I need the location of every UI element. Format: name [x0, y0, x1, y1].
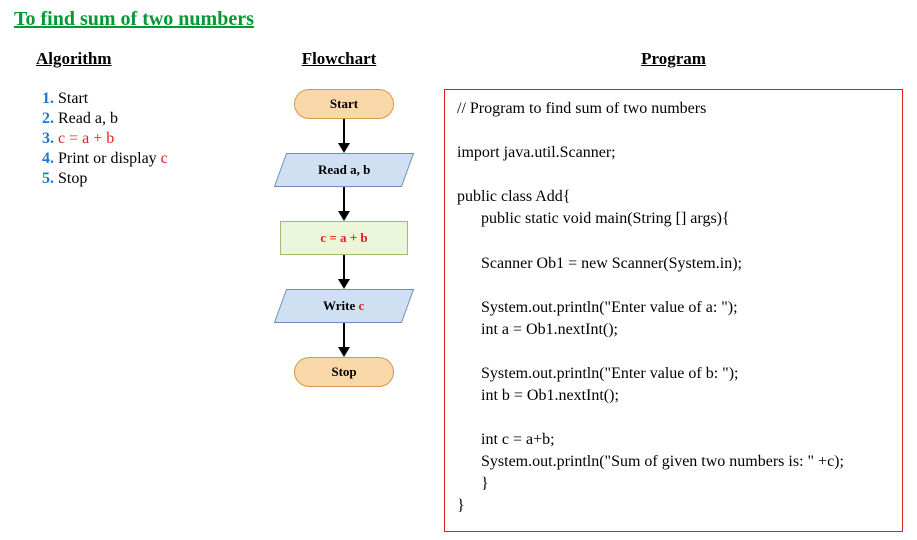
algorithm-step: Read a, b [58, 109, 244, 129]
algorithm-list: StartRead a, bc = a + bPrint or display … [14, 89, 244, 189]
program-column: Program // Program to find sum of two nu… [444, 49, 903, 532]
flowchart-heading: Flowchart [234, 49, 444, 69]
algorithm-step: Print or display c [58, 149, 244, 169]
algorithm-heading: Algorithm [36, 49, 244, 69]
flowchart-arrow [338, 119, 350, 153]
content-columns: Algorithm StartRead a, bc = a + bPrint o… [14, 49, 903, 532]
algorithm-step: c = a + b [58, 129, 244, 149]
algorithm-step: Stop [58, 169, 244, 189]
flowchart-node: c = a + b [280, 221, 408, 255]
algorithm-column: Algorithm StartRead a, bc = a + bPrint o… [14, 49, 244, 189]
flowchart-node: Stop [294, 357, 394, 387]
flowchart-node: Read a, b [274, 153, 414, 187]
flowchart-diagram: Start Read a, b c = a + b Write c Stop [254, 89, 434, 387]
program-code: // Program to find sum of two numbers im… [444, 89, 903, 532]
flowchart-node: Write c [274, 289, 414, 323]
flowchart-node: Start [294, 89, 394, 119]
program-heading: Program [444, 49, 903, 69]
flowchart-arrow [338, 323, 350, 357]
flowchart-column: Flowchart StartRead a, bc = a + bWrite c… [244, 49, 444, 387]
flowchart-arrow [338, 187, 350, 221]
page-title: To find sum of two numbers [14, 8, 903, 31]
algorithm-step: Start [58, 89, 244, 109]
flowchart-arrow [338, 255, 350, 289]
